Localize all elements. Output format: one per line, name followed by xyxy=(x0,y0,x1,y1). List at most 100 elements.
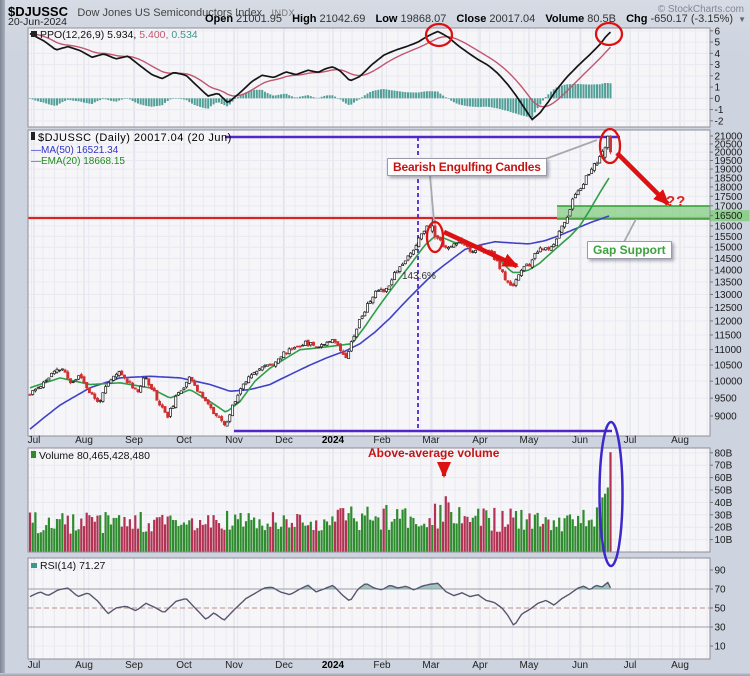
svg-text:Feb: Feb xyxy=(373,660,391,671)
svg-text:10000: 10000 xyxy=(715,377,743,388)
date-label: 20-Jun-2024 xyxy=(8,16,67,28)
close-label: Close xyxy=(456,13,487,25)
svg-text:50B: 50B xyxy=(715,486,733,497)
ppo-plot xyxy=(29,30,612,121)
chg-value: -650.17 (-3.15%) xyxy=(650,13,734,25)
svg-text:Oct: Oct xyxy=(176,660,192,671)
ppo-icon xyxy=(31,31,37,37)
svg-text:20500: 20500 xyxy=(715,140,743,151)
volume-label: Volume xyxy=(545,13,585,25)
svg-text:Jul: Jul xyxy=(624,435,637,446)
svg-text:10B: 10B xyxy=(715,535,733,546)
rsi-legend-text: RSI(14) 71.27 xyxy=(40,560,106,572)
svg-text:Aug: Aug xyxy=(671,435,689,446)
svg-text:Oct: Oct xyxy=(176,435,192,446)
candlestick-icon xyxy=(31,132,35,140)
window-bottom-edge xyxy=(0,673,750,676)
svg-text:11000: 11000 xyxy=(715,345,743,356)
svg-text:2024: 2024 xyxy=(322,435,345,446)
volume-plot xyxy=(28,452,612,552)
svg-text:-1: -1 xyxy=(715,105,724,116)
svg-text:Dec: Dec xyxy=(275,660,293,671)
price-plot xyxy=(28,135,710,433)
low-label: Low xyxy=(375,13,398,25)
bearish-circle-1 xyxy=(425,220,445,254)
svg-text:17000: 17000 xyxy=(715,201,743,212)
window-left-edge xyxy=(0,0,5,676)
ppo-hist-value: 0.534 xyxy=(171,29,198,41)
ppo-name: PPO(12,26,9) xyxy=(40,29,105,41)
svg-text:May: May xyxy=(520,660,539,671)
ema20-legend: —EMA(20) 18668.15 xyxy=(31,156,125,167)
svg-text:11500: 11500 xyxy=(715,331,743,342)
svg-text:16500: 16500 xyxy=(715,211,743,222)
svg-text:3: 3 xyxy=(715,60,721,71)
volume-legend-text: Volume 80,465,428,480 xyxy=(39,450,150,462)
svg-text:16000: 16000 xyxy=(715,221,743,232)
svg-text:Mar: Mar xyxy=(422,660,440,671)
svg-text:12000: 12000 xyxy=(715,316,743,327)
ppo-peak-circle-2 xyxy=(594,21,624,47)
bearish-circle-2 xyxy=(598,127,622,165)
close-value: 20017.04 xyxy=(489,13,536,25)
svg-text:21000: 21000 xyxy=(715,132,743,143)
svg-text:10: 10 xyxy=(715,642,727,653)
svg-text:13500: 13500 xyxy=(715,278,743,289)
svg-text:15000: 15000 xyxy=(715,243,743,254)
svg-text:Jun: Jun xyxy=(572,660,588,671)
svg-text:4: 4 xyxy=(715,49,721,60)
above-average-volume-annotation: Above-average volume xyxy=(368,446,500,460)
svg-text:2: 2 xyxy=(715,71,721,82)
volume-spike-ellipse xyxy=(598,420,624,568)
svg-text:Feb: Feb xyxy=(373,435,391,446)
chg-label: Chg xyxy=(626,13,648,25)
volume-bars-icon xyxy=(31,451,36,458)
panel-backgrounds xyxy=(28,28,710,659)
svg-text:90: 90 xyxy=(715,566,727,577)
volume-legend: Volume 80,465,428,480 xyxy=(31,450,150,462)
svg-text:Sep: Sep xyxy=(125,435,143,446)
svg-text:Apr: Apr xyxy=(472,660,488,671)
svg-text:30B: 30B xyxy=(715,510,733,521)
svg-text:Sep: Sep xyxy=(125,660,143,671)
high-value: 21042.69 xyxy=(319,13,366,25)
svg-text:Aug: Aug xyxy=(671,660,689,671)
svg-text:17500: 17500 xyxy=(715,192,743,203)
svg-text:Jul: Jul xyxy=(624,660,637,671)
bearish-engulfing-callout: Bearish Engulfing Candles xyxy=(387,158,547,176)
svg-text:Mar: Mar xyxy=(422,435,440,446)
svg-text:50: 50 xyxy=(715,604,727,615)
ppo-peak-circle-1 xyxy=(424,22,454,48)
svg-text:Jul: Jul xyxy=(28,435,41,446)
svg-text:Nov: Nov xyxy=(225,435,243,446)
svg-text:20B: 20B xyxy=(715,523,733,534)
question-marks-annotation: ?? xyxy=(666,193,687,210)
svg-text:18500: 18500 xyxy=(715,173,743,184)
svg-text:30: 30 xyxy=(715,623,727,634)
svg-text:Aug: Aug xyxy=(75,435,93,446)
svg-text:Jun: Jun xyxy=(572,435,588,446)
svg-text:2024: 2024 xyxy=(322,660,345,671)
svg-text:70: 70 xyxy=(715,585,727,596)
svg-text:20000: 20000 xyxy=(715,148,743,159)
svg-text:Nov: Nov xyxy=(225,660,243,671)
rsi-wave-icon xyxy=(31,563,37,568)
rsi-legend: RSI(14) 71.27 xyxy=(31,560,105,572)
svg-text:Dec: Dec xyxy=(275,435,293,446)
svg-text:10500: 10500 xyxy=(715,361,743,372)
ppo-legend: PPO(12,26,9) 5.934, 5.400, 0.534 xyxy=(31,29,198,41)
svg-text:1: 1 xyxy=(715,83,721,94)
ppo-value: 5.934, xyxy=(107,29,137,41)
svg-text:19500: 19500 xyxy=(715,156,743,167)
quote-dropdown-icon[interactable]: ▼ xyxy=(738,15,746,24)
gap-support-callout: Gap Support xyxy=(587,241,672,259)
svg-text:5: 5 xyxy=(715,38,721,49)
low-value: 19868.07 xyxy=(400,13,447,25)
svg-text:80B: 80B xyxy=(715,448,733,459)
svg-text:14000: 14000 xyxy=(715,266,743,277)
price-legend: $DJUSSC (Daily) 20017.04 (20 Jun) —MA(50… xyxy=(31,132,232,168)
svg-text:15500: 15500 xyxy=(715,232,743,243)
header-line: $DJUSSC Dow Jones US Semiconductors Inde… xyxy=(8,3,295,21)
ma50-legend: —MA(50) 16521.34 xyxy=(31,144,119,156)
